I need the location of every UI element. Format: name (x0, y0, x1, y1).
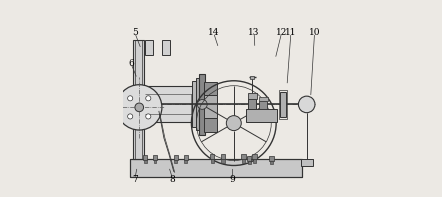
Circle shape (226, 116, 241, 131)
Text: 8: 8 (170, 175, 175, 184)
Bar (174, 160, 177, 163)
Circle shape (128, 114, 133, 119)
Bar (204, 118, 217, 132)
Bar (192, 81, 197, 127)
Text: 14: 14 (208, 28, 219, 37)
Bar (253, 159, 256, 163)
Bar (153, 155, 157, 160)
Bar (199, 74, 205, 135)
Bar (154, 160, 156, 163)
Bar (144, 160, 147, 163)
Text: 7: 7 (132, 175, 137, 184)
Bar (242, 159, 245, 163)
Circle shape (298, 96, 315, 113)
Bar (252, 154, 257, 159)
Circle shape (117, 85, 162, 130)
Bar (210, 154, 214, 159)
Text: 10: 10 (309, 28, 320, 37)
Bar (145, 40, 153, 55)
Circle shape (146, 96, 151, 101)
Bar (133, 40, 144, 159)
Text: 9: 9 (229, 175, 235, 184)
Circle shape (146, 114, 151, 119)
Bar (204, 95, 217, 118)
Bar (248, 98, 256, 109)
Circle shape (128, 96, 133, 101)
Bar (301, 159, 312, 166)
Circle shape (198, 99, 207, 109)
Bar (280, 92, 286, 117)
Text: 12: 12 (276, 28, 287, 37)
Bar (204, 82, 217, 95)
Bar (241, 154, 246, 159)
Circle shape (135, 103, 144, 112)
Text: 13: 13 (248, 28, 260, 37)
Text: 5: 5 (132, 28, 137, 37)
Bar (248, 161, 251, 164)
Bar (174, 155, 178, 160)
Bar (246, 109, 277, 122)
Bar (130, 159, 302, 177)
Bar (221, 159, 225, 163)
Bar (210, 159, 214, 163)
Bar (269, 156, 274, 161)
Bar (183, 155, 187, 160)
Bar (259, 101, 267, 109)
Bar (221, 154, 225, 159)
Bar (162, 40, 170, 55)
Text: 6: 6 (128, 59, 133, 68)
Bar (196, 78, 199, 130)
Bar (259, 97, 268, 101)
Bar (143, 155, 147, 160)
Bar (145, 86, 194, 122)
Bar (247, 156, 251, 161)
Bar (184, 160, 187, 163)
Text: 11: 11 (285, 28, 297, 37)
Bar (250, 76, 254, 79)
Bar (270, 161, 273, 164)
Bar (279, 90, 286, 119)
Bar (248, 93, 257, 98)
